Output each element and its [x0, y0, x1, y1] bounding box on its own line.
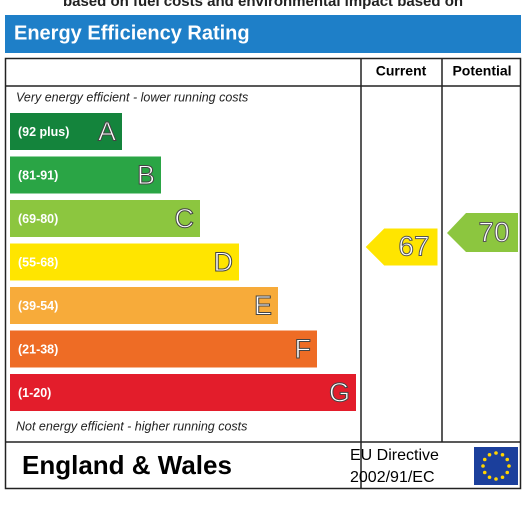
band-range: (81-91) [18, 168, 58, 182]
band-letter: G [329, 378, 350, 408]
col-header: Current [376, 63, 427, 79]
band-range: (21-38) [18, 342, 58, 356]
band-range: (92 plus) [18, 125, 69, 139]
bands: (92 plus) A (81-91) B (69-80) C (55-68) D (39-54… [10, 113, 356, 411]
star [500, 452, 505, 457]
band [10, 113, 122, 150]
frame [4, 57, 522, 490]
star [482, 457, 487, 462]
star [500, 475, 505, 480]
star [505, 457, 510, 462]
band [10, 156, 161, 194]
band-range: (55-68) [18, 255, 58, 269]
band [10, 200, 200, 237]
title: Energy Efficiency Rating [14, 22, 250, 44]
current-value: 67 [398, 230, 429, 261]
band-letter: B [137, 160, 155, 190]
cut-text: based on fuel costs and environmental im… [63, 0, 463, 10]
star [494, 451, 498, 455]
directive: 2002/91/EC [350, 469, 435, 486]
band [10, 243, 239, 281]
band-letter: A [98, 117, 116, 147]
star [482, 470, 487, 475]
star [487, 475, 492, 480]
band [10, 287, 278, 324]
directive: EU Directive [350, 447, 439, 464]
eu-stars [481, 451, 511, 481]
note: Very energy efficient - lower running co… [16, 90, 248, 104]
note: Not energy efficient - higher running co… [16, 419, 247, 433]
star [494, 477, 498, 481]
header-bar [5, 15, 521, 53]
band-range: (39-54) [18, 299, 58, 313]
band-letter: F [295, 334, 312, 364]
col-header: Potential [452, 63, 511, 79]
region: England & Wales [22, 450, 232, 480]
band-range: (1-20) [18, 386, 51, 400]
star [481, 464, 485, 468]
current-arrow [364, 227, 439, 267]
potential-value: 70 [478, 216, 509, 247]
potential-arrow [447, 213, 518, 252]
star [487, 452, 492, 457]
band [10, 330, 317, 368]
band-letter: C [175, 204, 195, 234]
band-letter: D [214, 247, 234, 277]
band-letter: E [254, 291, 272, 321]
star [505, 470, 510, 475]
band-range: (69-80) [18, 212, 58, 226]
star [507, 464, 511, 468]
band [10, 374, 356, 411]
